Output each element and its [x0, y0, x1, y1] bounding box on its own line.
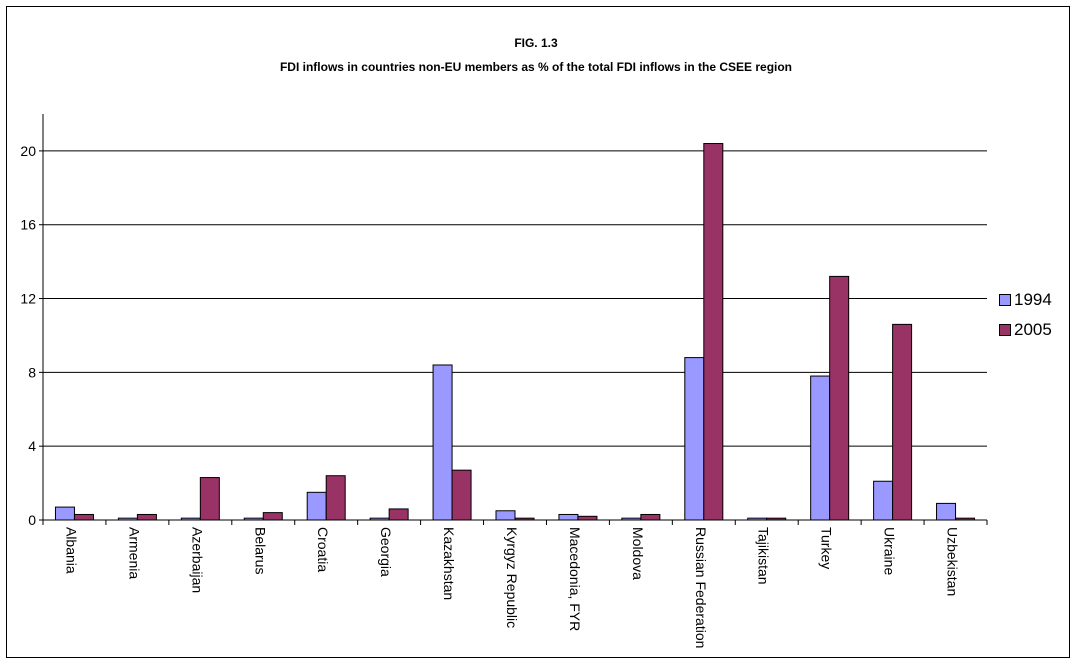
y-tick-label: 20 — [20, 143, 36, 159]
bar-2005-turkey — [829, 275, 850, 521]
y-tick-label: 16 — [20, 217, 36, 233]
bar-1994-uzbekistan — [936, 502, 957, 521]
bar-1994-macedonia-fyr — [558, 513, 579, 521]
tick-labels: 0 4 8 12 16 20 Albania Armenia Azerbaijan Belarus… — [20, 143, 960, 648]
bar-1994-croatia — [306, 491, 327, 521]
y-tick-label: 0 — [28, 512, 36, 528]
x-tick-label: Kyrgyz Republic — [504, 527, 520, 628]
y-tick-label: 8 — [28, 364, 36, 380]
chart-frame — [6, 6, 1070, 658]
bar-2005-russian-federation — [703, 143, 724, 521]
legend-item-2005: 2005 — [999, 319, 1052, 341]
bar-2005-albania — [73, 513, 94, 521]
bar-1994-kazakhstan — [432, 364, 453, 521]
x-tick-label: Turkey — [819, 527, 835, 569]
bar-1994-russian-federation — [684, 357, 705, 521]
x-tick-label: Albania — [63, 527, 79, 574]
x-tick-label: Macedonia, FYR — [567, 527, 583, 631]
x-tick-label: Ukraine — [882, 527, 898, 575]
x-tick-label: Belarus — [252, 527, 268, 574]
y-tick-label: 4 — [28, 438, 36, 454]
legend-label-1994: 1994 — [1014, 290, 1052, 309]
bar-2005-armenia — [136, 513, 157, 521]
chart-subtitle: FDI inflows in countries non-EU members … — [279, 60, 793, 74]
y-tick-label: 12 — [20, 291, 36, 307]
bar-2005-moldova — [640, 513, 661, 521]
bar-2005-georgia — [388, 508, 409, 521]
x-tick-label: Uzbekistan — [945, 527, 961, 596]
x-tick-label: Armenia — [126, 527, 142, 579]
x-tick-label: Georgia — [378, 527, 394, 577]
legend-label-2005: 2005 — [1014, 320, 1052, 339]
legend-item-1994: 1994 — [999, 289, 1052, 311]
bar-2005-croatia — [325, 475, 346, 521]
bar-1994-kyrgyz-republic — [495, 510, 516, 521]
x-tick-label: Russian Federation — [693, 527, 709, 648]
bar-1994-turkey — [810, 375, 831, 521]
bar-2005-azerbaijan — [199, 477, 220, 521]
bar-2005-ukraine — [892, 323, 913, 521]
chart-title: FIG. 1.3 — [514, 36, 558, 50]
x-tick-label: Moldova — [630, 527, 646, 580]
x-tick-label: Croatia — [315, 527, 331, 572]
bar-2005-macedonia-fyr — [577, 515, 598, 521]
legend-swatch-2005 — [999, 324, 1011, 336]
legend-swatch-1994 — [999, 294, 1011, 306]
legend: 1994 2005 — [999, 289, 1072, 349]
bar-1994-ukraine — [873, 480, 894, 521]
axes — [39, 114, 988, 525]
x-tick-label: Azerbaijan — [189, 527, 205, 593]
x-tick-label: Tajikistan — [756, 527, 772, 585]
bars — [54, 143, 976, 521]
x-tick-label: Kazakhstan — [441, 527, 457, 600]
bar-1994-albania — [54, 506, 75, 521]
bar-2005-belarus — [262, 512, 283, 521]
bar-2005-kazakhstan — [451, 469, 472, 521]
